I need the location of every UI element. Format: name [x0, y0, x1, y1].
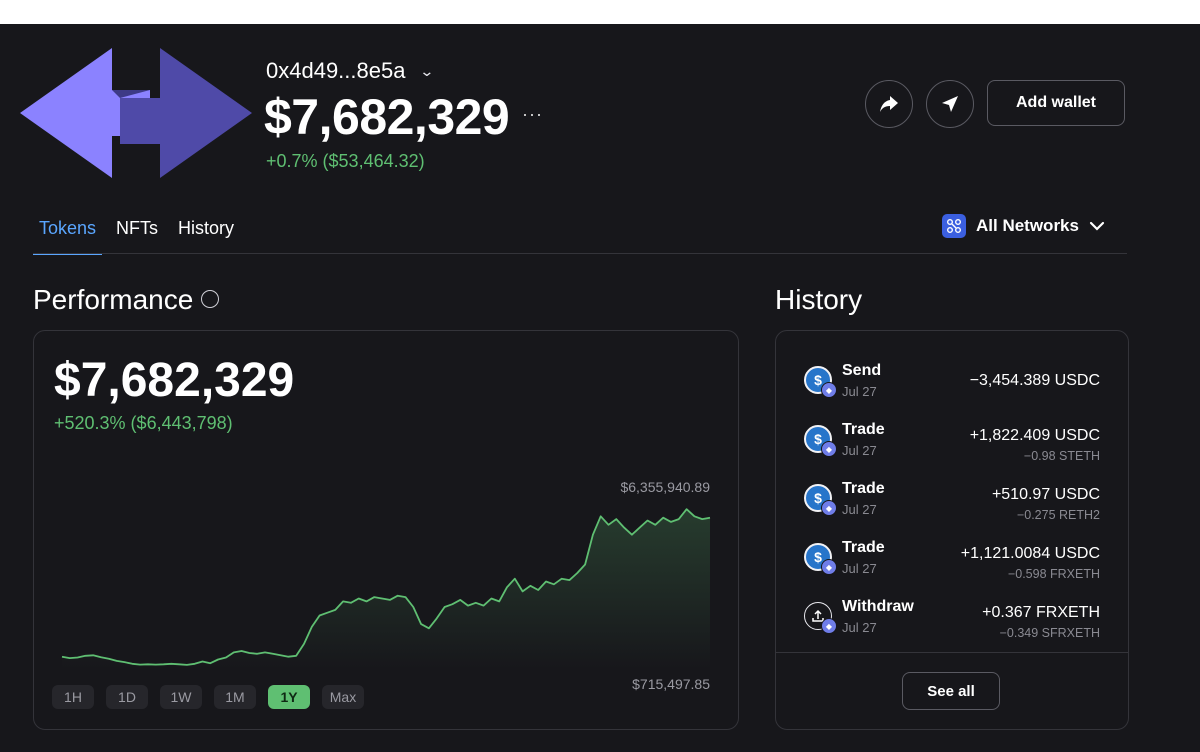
performance-title: Performance	[33, 284, 194, 315]
history-type: Trade	[842, 539, 885, 556]
ethereum-badge-icon: ◆	[821, 441, 837, 457]
history-type: Trade	[842, 421, 885, 438]
wallet-tabs: Tokens NFTs History	[33, 218, 248, 255]
history-type: Trade	[842, 480, 885, 497]
history-sub-amount: −0.98 STETH	[1023, 449, 1100, 463]
history-date: Jul 27	[842, 620, 877, 635]
history-date: Jul 27	[842, 384, 877, 399]
networks-icon	[942, 214, 966, 238]
performance-change: +520.3% ($6,443,798)	[54, 413, 233, 433]
history-date: Jul 27	[842, 502, 877, 517]
ethereum-badge-icon: ◆	[821, 559, 837, 575]
wallet-balance: $7,682,329	[264, 89, 510, 145]
tab-tokens[interactable]: Tokens	[33, 218, 103, 255]
ethereum-badge-icon: ◆	[821, 382, 837, 398]
history-date: Jul 27	[842, 443, 877, 458]
history-item-withdraw[interactable]: ◆ Withdraw Jul 27 +0.367 FRXETH −0.349 S…	[804, 598, 1100, 644]
history-amount: +510.97 USDC	[991, 486, 1100, 503]
history-item-trade[interactable]: $ ◆ Trade Jul 27 +1,121.0084 USDC −0.598…	[804, 539, 1100, 585]
networks-label: All Networks	[976, 216, 1079, 235]
wallet-address: 0x4d49...8e5a	[266, 58, 406, 83]
history-item-trade[interactable]: $ ◆ Trade Jul 27 +1,822.409 USDC −0.98 S…	[804, 421, 1100, 467]
wallet-change: +0.7% ($53,464.32)	[266, 151, 425, 171]
info-icon[interactable]	[201, 289, 220, 308]
history-amount: −3,454.389 USDC	[969, 372, 1100, 389]
share-arrow-icon	[880, 96, 898, 112]
chart-line	[61, 508, 711, 666]
app-logo	[20, 48, 252, 178]
range-1h[interactable]: 1H	[52, 685, 94, 709]
range-1y[interactable]: 1Y	[268, 685, 310, 709]
more-options-button[interactable]: ···	[522, 104, 543, 124]
ethereum-badge-icon: ◆	[821, 618, 837, 634]
chevron-down-icon	[1089, 221, 1105, 231]
history-type: Send	[842, 362, 882, 379]
share-button[interactable]	[865, 80, 913, 128]
history-item-send[interactable]: $ ◆ Send Jul 27 −3,454.389 USDC	[804, 362, 1100, 408]
history-sub-amount: −0.275 RETH2	[1016, 508, 1100, 522]
performance-panel: $7,682,329 +520.3% ($6,443,798) $6,355,9…	[33, 330, 739, 730]
performance-heading: Performance	[33, 284, 220, 316]
range-1w[interactable]: 1W	[160, 685, 202, 709]
range-1m[interactable]: 1M	[214, 685, 256, 709]
chart-low-label: $715,497.85	[632, 676, 710, 692]
history-heading: History	[775, 284, 863, 315]
ethereum-badge-icon: ◆	[821, 500, 837, 516]
wallet-page: 0x4d49...8e5a ⌄ $7,682,329 ··· +0.7% ($5…	[0, 24, 1200, 752]
tab-history[interactable]: History	[178, 218, 235, 238]
chevron-down-icon: ⌄	[419, 62, 435, 79]
history-item-trade[interactable]: $ ◆ Trade Jul 27 +510.97 USDC −0.275 RET…	[804, 480, 1100, 526]
history-type: Withdraw	[842, 598, 914, 615]
history-sub-amount: −0.598 FRXETH	[1007, 567, 1100, 581]
history-amount: +0.367 FRXETH	[982, 604, 1100, 621]
chart-high-label: $6,355,940.89	[620, 479, 710, 495]
chart-area	[62, 509, 710, 669]
see-all-button[interactable]: See all	[902, 672, 1000, 710]
tab-nfts[interactable]: NFTs	[116, 218, 159, 238]
performance-chart[interactable]	[34, 331, 738, 729]
add-wallet-button[interactable]: Add wallet	[987, 80, 1125, 126]
range-max[interactable]: Max	[322, 685, 364, 709]
tabs-divider	[33, 253, 1127, 254]
send-button[interactable]	[926, 80, 974, 128]
history-date: Jul 27	[842, 561, 877, 576]
range-1d[interactable]: 1D	[106, 685, 148, 709]
history-panel: $ ◆ Send Jul 27 −3,454.389 USDC $ ◆ Trad…	[775, 330, 1129, 730]
wallet-address-selector[interactable]: 0x4d49...8e5a ⌄	[266, 58, 435, 84]
history-amount: +1,121.0084 USDC	[960, 545, 1100, 562]
network-selector[interactable]: All Networks	[942, 214, 1105, 238]
time-range-selector: 1H 1D 1W 1M 1Y Max	[52, 685, 364, 709]
history-sub-amount: −0.349 SFRXETH	[999, 626, 1100, 640]
performance-value: $7,682,329	[54, 354, 295, 407]
history-divider	[776, 652, 1128, 653]
send-navigation-icon	[942, 96, 958, 112]
history-amount: +1,822.409 USDC	[969, 427, 1100, 444]
